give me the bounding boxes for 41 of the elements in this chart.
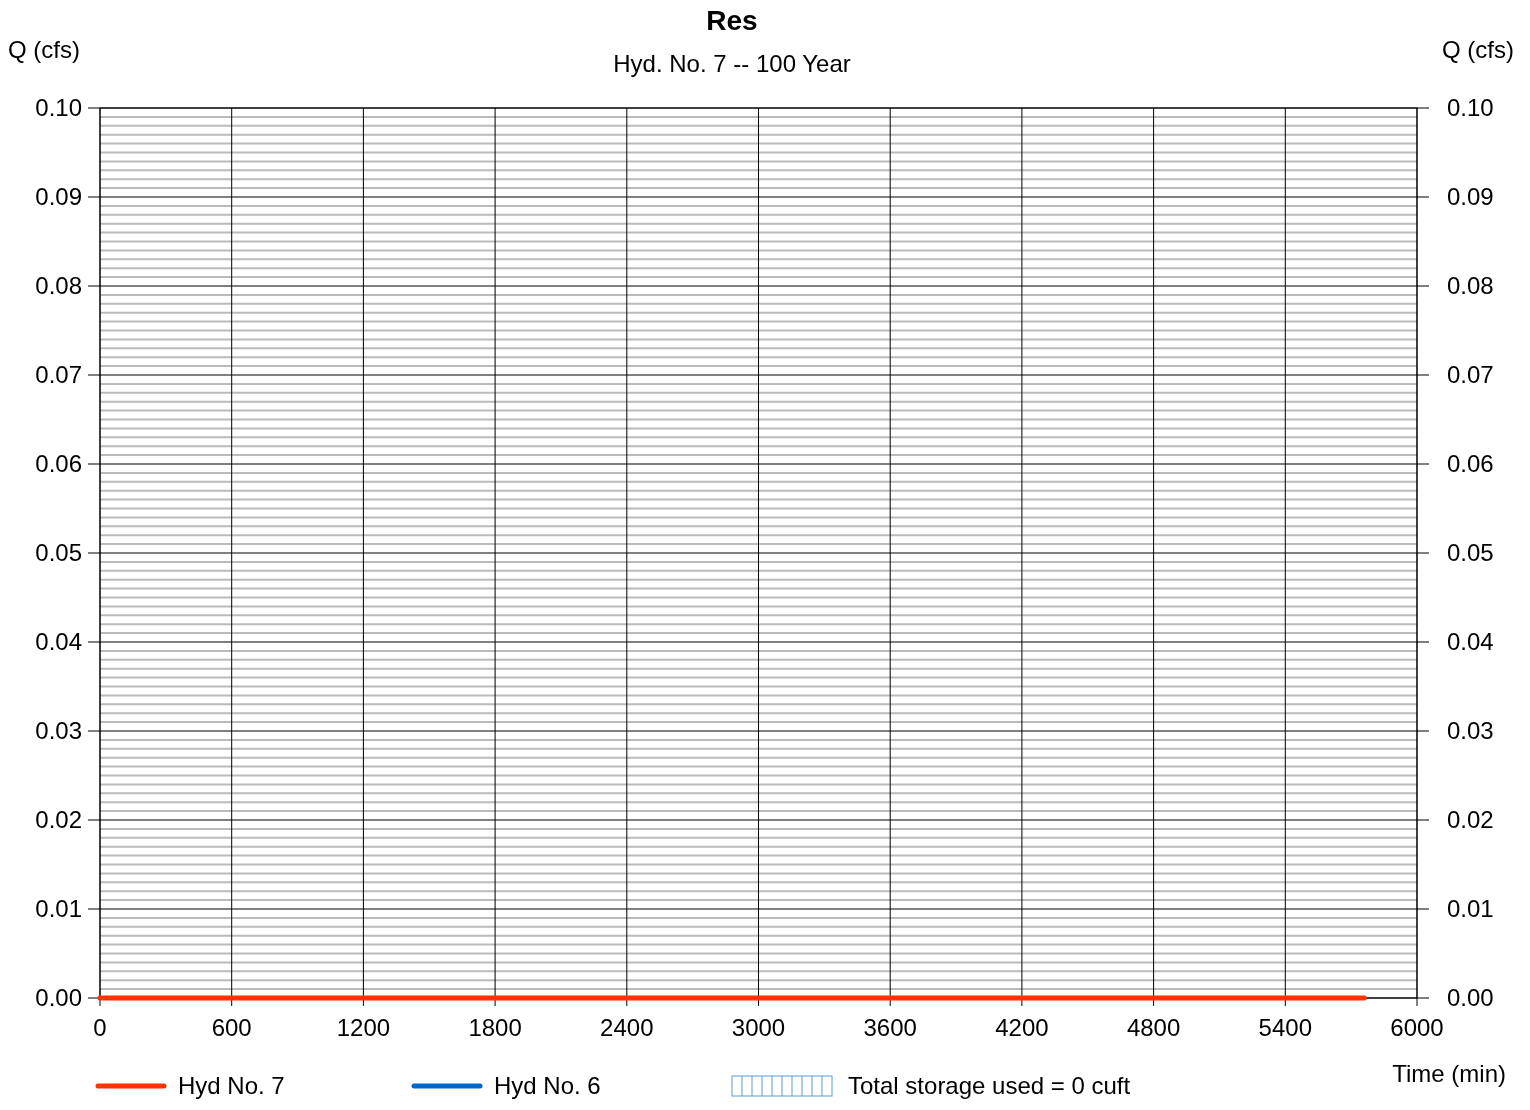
y2-axis-title: Q (cfs) [1442,36,1514,63]
legend-label: Total storage used = 0 cuft [848,1072,1131,1099]
y-tick-label: 0.07 [35,361,82,389]
y-tick-label: 0.09 [35,183,82,211]
y2-tick-label: 0.04 [1447,628,1494,656]
y2-tick-label: 0.00 [1447,984,1494,1012]
y-tick-label: 0.00 [35,984,82,1012]
y-tick-label: 0.02 [35,806,82,834]
y-tick-label: 0.05 [35,539,82,567]
legend-label: Hyd No. 7 [178,1072,285,1099]
y-tick-label: 0.04 [35,628,82,656]
y2-tick-label: 0.06 [1447,450,1494,478]
x-tick-label: 1800 [468,1014,522,1041]
x-tick-label: 6000 [1390,1014,1444,1041]
y2-tick-label: 0.10 [1447,94,1494,122]
x-tick-label: 0 [93,1014,107,1041]
y2-tick-label: 0.08 [1447,272,1494,300]
y-tick-label: 0.03 [35,717,82,745]
x-tick-label: 3600 [863,1014,917,1041]
y-axis-title: Q (cfs) [8,36,80,63]
x-tick-label: 2400 [600,1014,654,1041]
x-axis-title: Time (min) [1392,1060,1506,1087]
x-tick-label: 3000 [731,1014,786,1041]
y-tick-label: 0.10 [35,94,82,122]
x-tick-label: 1200 [336,1014,391,1041]
y-tick-label: 0.06 [35,450,82,478]
x-tick-label: 4800 [1126,1014,1181,1041]
y-tick-label: 0.08 [35,272,82,300]
x-tick-label: 4200 [995,1014,1049,1041]
y-tick-label: 0.01 [35,895,82,923]
y2-tick-label: 0.03 [1447,717,1494,745]
x-tick-label: 600 [211,1014,252,1041]
y2-tick-label: 0.02 [1447,806,1494,834]
x-tick-label: 5400 [1258,1014,1312,1041]
chart-subtitle: Hyd. No. 7 -- 100 Year [613,50,851,77]
y2-tick-label: 0.09 [1447,183,1494,211]
y2-tick-label: 0.07 [1447,361,1494,389]
y2-tick-label: 0.05 [1447,539,1494,567]
y2-tick-label: 0.01 [1447,895,1494,923]
legend-label: Hyd No. 6 [494,1072,601,1099]
chart-title: Res [706,5,758,36]
